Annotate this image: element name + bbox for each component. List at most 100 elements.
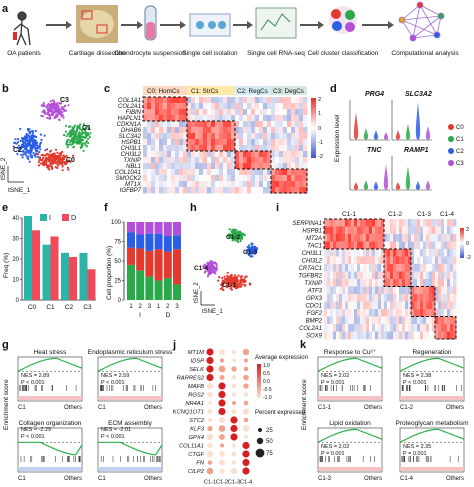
heatmap-cell [187, 115, 192, 122]
heatmap-cell [366, 324, 370, 332]
tsne-b-point [39, 141, 42, 145]
heatmap-cell [405, 286, 409, 295]
heatmap-cell [191, 139, 196, 146]
heatmap-cell [432, 286, 436, 295]
tsne-b-point [16, 141, 20, 144]
tsne-b-point [27, 157, 30, 161]
heatmap-cell [438, 241, 442, 250]
heatmap-cell [399, 234, 403, 242]
tsne-b-point [49, 164, 53, 167]
tsne-h-point [251, 243, 254, 246]
heatmap-cell [159, 103, 164, 110]
violin-legend-c0: C0 [456, 125, 464, 131]
heatmap-cell [369, 331, 373, 340]
heatmap-cell [402, 294, 406, 302]
dot [207, 442, 213, 449]
heatmap-cell [375, 234, 379, 242]
gsea-rank-bar [400, 396, 464, 400]
tsne-b-point [42, 157, 45, 160]
violin-shape [415, 102, 421, 140]
heatmap-cell [195, 121, 200, 128]
heatmap-cell [267, 103, 272, 110]
heatmap-cell [143, 169, 148, 176]
heatmap-block-outline [383, 248, 412, 287]
heatmap-cell [363, 264, 367, 272]
gsea-title: Proteoglycan metabolism [396, 420, 469, 427]
tsne-b-point [39, 156, 42, 159]
heatmap-cell [423, 301, 427, 310]
gsea-curve [17, 357, 83, 372]
tsne-b-point [17, 144, 21, 147]
tsne-h-point [228, 279, 231, 282]
tsne-b-point [84, 129, 87, 132]
tsne-b-point [45, 157, 48, 160]
heatmap-cell [143, 133, 148, 140]
heatmap-cell [447, 316, 451, 325]
tsne-h-point [205, 266, 208, 269]
heatmap-cell [275, 163, 280, 170]
heatmap-cell [199, 139, 204, 146]
heatmap-cell [287, 103, 292, 110]
heatmap-cell [342, 331, 346, 340]
heatmap-cell [147, 133, 152, 140]
heatmap-cell [299, 163, 304, 170]
tsne-b-point [80, 133, 83, 136]
dot [243, 374, 249, 381]
heatmap-cell [387, 279, 391, 287]
heatmap-cell [336, 279, 340, 287]
tsne-b-point [56, 107, 59, 110]
heatmap-cell [369, 279, 373, 287]
heatmap-cell [247, 145, 252, 152]
heatmap-cell [303, 181, 308, 188]
heatmap-cell [411, 226, 415, 235]
heatmap-cell [171, 133, 176, 140]
heatmap-cell [263, 181, 268, 188]
heatmap-cell [255, 127, 260, 134]
heatmap-cell [179, 127, 184, 134]
heatmap-cell [378, 234, 382, 242]
heatmap-cell [175, 187, 180, 194]
heatmap-cell [299, 127, 304, 134]
heatmap-cell [381, 316, 385, 325]
tsne-b-point [52, 156, 55, 159]
heatmap-cell [399, 301, 403, 310]
heatmap-cell [399, 226, 403, 235]
heatmap-cell [151, 181, 156, 188]
heatmap-cell [223, 109, 228, 116]
heatmap-cell [330, 309, 334, 317]
heatmap-cell [259, 139, 264, 146]
gsea-rank-bar [18, 467, 82, 471]
heatmap-cell [420, 249, 424, 257]
heatmap-cell [333, 286, 337, 295]
tsne-h-point [203, 266, 206, 269]
heatmap-cell [175, 121, 180, 128]
heatmap-cell [223, 169, 228, 176]
heatmap-cell [405, 301, 409, 310]
heatmap-cell [381, 256, 385, 265]
heatmap-cell [203, 151, 208, 158]
heatmap-c-gene: COL10A1 [115, 170, 141, 176]
heatmap-cell [215, 109, 220, 116]
heatmap-cell [336, 294, 340, 302]
violin-shape [363, 128, 369, 140]
heatmap-cell [247, 187, 252, 194]
heatmap-cell [357, 286, 361, 295]
heatmap-cell [414, 331, 418, 340]
heatmap-cell [163, 151, 168, 158]
heatmap-cell [438, 301, 442, 310]
heatmap-cell [393, 294, 397, 302]
heatmap-c-gene: COL1A1 [118, 98, 141, 104]
gsea-right-label: Others [446, 405, 464, 411]
heatmap-cell [432, 264, 436, 272]
heatmap-cell [163, 133, 168, 140]
heatmap-cell [203, 127, 208, 134]
heatmap-cell [375, 301, 379, 310]
dot [244, 435, 248, 439]
heatmap-cell [191, 115, 196, 122]
gsea-pvalue: P < 0.001 [101, 434, 125, 440]
heatmap-cell [327, 256, 331, 265]
heatmap-cell [453, 316, 457, 325]
heatmap-cell [357, 241, 361, 250]
heatmap-cell [390, 286, 394, 295]
pct-25: 25 [266, 428, 273, 434]
